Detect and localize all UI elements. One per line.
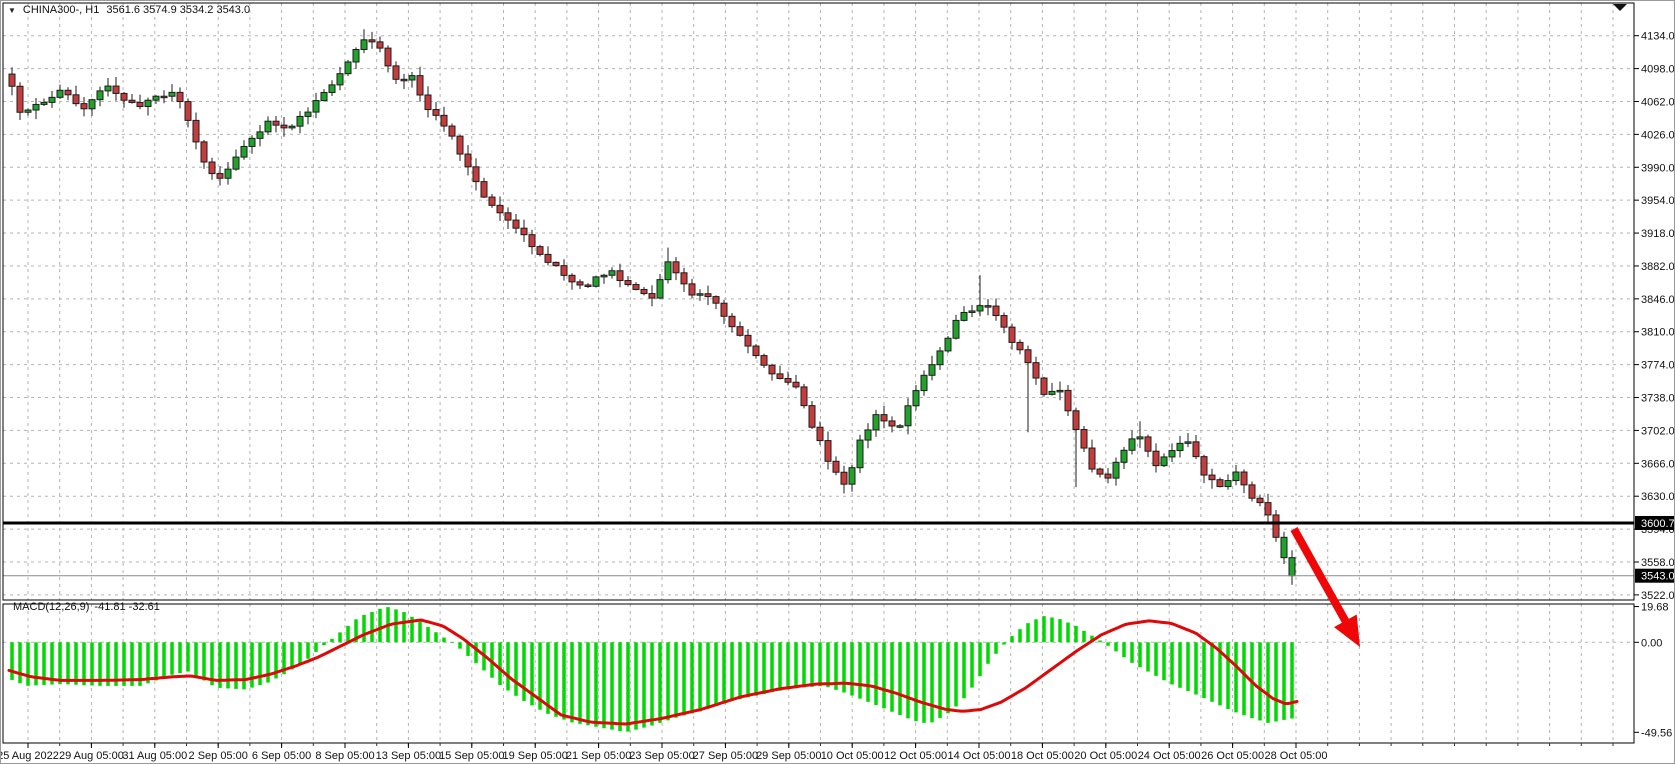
scroll-to-end-marker[interactable] (1613, 4, 1627, 11)
candles-layer (8, 29, 1296, 585)
svg-text:2 Sep 05:00: 2 Sep 05:00 (189, 750, 248, 762)
svg-text:18 Oct 05:00: 18 Oct 05:00 (1011, 750, 1074, 762)
svg-text:15 Sep 05:00: 15 Sep 05:00 (439, 750, 504, 762)
svg-text:14 Oct 05:00: 14 Oct 05:00 (948, 750, 1011, 762)
svg-text:3558.0: 3558.0 (1641, 557, 1675, 569)
symbol-dropdown-icon[interactable]: ▼ (8, 5, 16, 15)
svg-text:4098.0: 4098.0 (1641, 64, 1675, 76)
svg-text:26 Oct 05:00: 26 Oct 05:00 (1201, 750, 1264, 762)
svg-text:29 Aug 05:00: 29 Aug 05:00 (59, 750, 124, 762)
svg-text:3918.0: 3918.0 (1641, 228, 1675, 240)
svg-text:3702.0: 3702.0 (1641, 425, 1675, 437)
panel-borders (2, 2, 1635, 744)
svg-text:19 Sep 05:00: 19 Sep 05:00 (502, 750, 567, 762)
macd-name-label: MACD(12,26,9) (13, 601, 90, 613)
svg-text:3522.0: 3522.0 (1641, 590, 1675, 602)
svg-text:8 Sep 05:00: 8 Sep 05:00 (315, 750, 374, 762)
svg-text:-49.56: -49.56 (1641, 727, 1672, 739)
svg-text:31 Aug 05:00: 31 Aug 05:00 (122, 750, 187, 762)
svg-text:21 Sep 05:00: 21 Sep 05:00 (566, 750, 631, 762)
svg-text:20 Oct 05:00: 20 Oct 05:00 (1074, 750, 1137, 762)
gridlines (3, 3, 1634, 743)
svg-text:23 Sep 05:00: 23 Sep 05:00 (629, 750, 694, 762)
macd-signal-line (7, 618, 1299, 726)
svg-text:4062.0: 4062.0 (1641, 96, 1675, 108)
svg-text:25 Aug 2022: 25 Aug 2022 (1, 750, 59, 762)
svg-text:27 Sep 05:00: 27 Sep 05:00 (693, 750, 758, 762)
svg-text:3543.0: 3543.0 (1641, 571, 1675, 583)
svg-text:29 Sep 05:00: 29 Sep 05:00 (756, 750, 821, 762)
svg-text:4134.0: 4134.0 (1641, 31, 1675, 43)
chart-title-bar: ▼ CHINA300-, H1 3561.6 3574.9 3534.2 354… (8, 4, 250, 16)
price-axis[interactable]: 4134.0 4098.0 4062.0 4026.0 3990.0 3954.0 3918… (1634, 31, 1675, 740)
ohlc-values-label: 3561.6 3574.9 3534.2 3543.0 (106, 4, 251, 16)
svg-text:3738.0: 3738.0 (1641, 393, 1675, 405)
svg-text:3882.0: 3882.0 (1641, 261, 1675, 273)
svg-text:3954.0: 3954.0 (1641, 195, 1675, 207)
svg-text:3600.7: 3600.7 (1641, 518, 1675, 530)
svg-text:3630.0: 3630.0 (1641, 491, 1675, 503)
symbol-period-label: CHINA300-, H1 (22, 4, 100, 16)
svg-text:3990.0: 3990.0 (1641, 162, 1675, 174)
svg-text:13 Sep 05:00: 13 Sep 05:00 (376, 750, 441, 762)
svg-text:19.68: 19.68 (1641, 602, 1669, 614)
svg-text:24 Oct 05:00: 24 Oct 05:00 (1138, 750, 1201, 762)
macd-values-label: -41.81 -32.61 (94, 601, 160, 613)
svg-text:10 Oct 05:00: 10 Oct 05:00 (821, 750, 884, 762)
svg-text:4026.0: 4026.0 (1641, 129, 1675, 141)
svg-text:3846.0: 3846.0 (1641, 294, 1675, 306)
svg-text:28 Oct 05:00: 28 Oct 05:00 (1265, 750, 1328, 762)
trend-arrow[interactable] (1290, 527, 1360, 647)
svg-text:3666.0: 3666.0 (1641, 458, 1675, 470)
svg-text:3810.0: 3810.0 (1641, 327, 1675, 339)
macd-histogram (10, 607, 1294, 732)
svg-text:0.00: 0.00 (1641, 637, 1662, 649)
svg-text:12 Oct 05:00: 12 Oct 05:00 (884, 750, 947, 762)
macd-indicator-label: MACD(12,26,9) -41.81 -32.61 (13, 601, 165, 613)
svg-text:6 Sep 05:00: 6 Sep 05:00 (252, 750, 311, 762)
svg-text:3774.0: 3774.0 (1641, 360, 1675, 372)
